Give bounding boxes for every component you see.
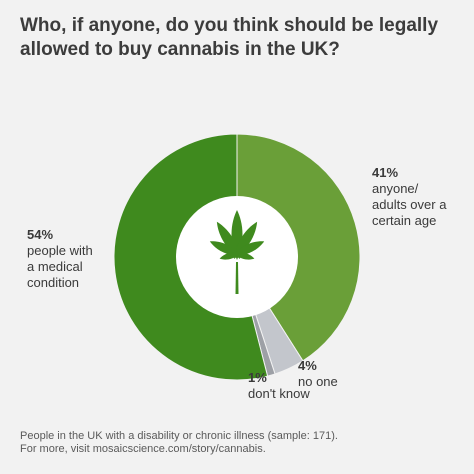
slice-text: no one [298,374,338,389]
footer-link-note[interactable]: For more, visit mosaicscience.com/story/… [20,443,266,455]
leaflet [231,252,255,260]
slice-text: anyone/ adults over a certain age [372,181,447,228]
slice-label-medical: 54% people with a medical condition [27,227,93,291]
cannabis-leaf-icon [209,210,265,294]
slice-pct: 41% [372,165,399,180]
slice-text: people with a medical condition [27,243,93,290]
slice-label-anyone: 41% anyone/ adults over a certain age [372,165,446,229]
slice-pct: 1% [248,370,267,385]
slice-pct: 54% [27,227,54,242]
slice-text: don't know [248,386,310,401]
slice-pct: 4% [298,358,317,373]
slice-label-dont-know: 1% don't know [248,370,310,402]
chart-title: Who, if anyone, do you think should be l… [20,15,439,60]
slice-label-no-one: 4% no one [298,358,338,390]
footer-sample-note: People in the UK with a disability or ch… [20,430,338,442]
footer: People in the UK with a disability or ch… [20,430,460,456]
